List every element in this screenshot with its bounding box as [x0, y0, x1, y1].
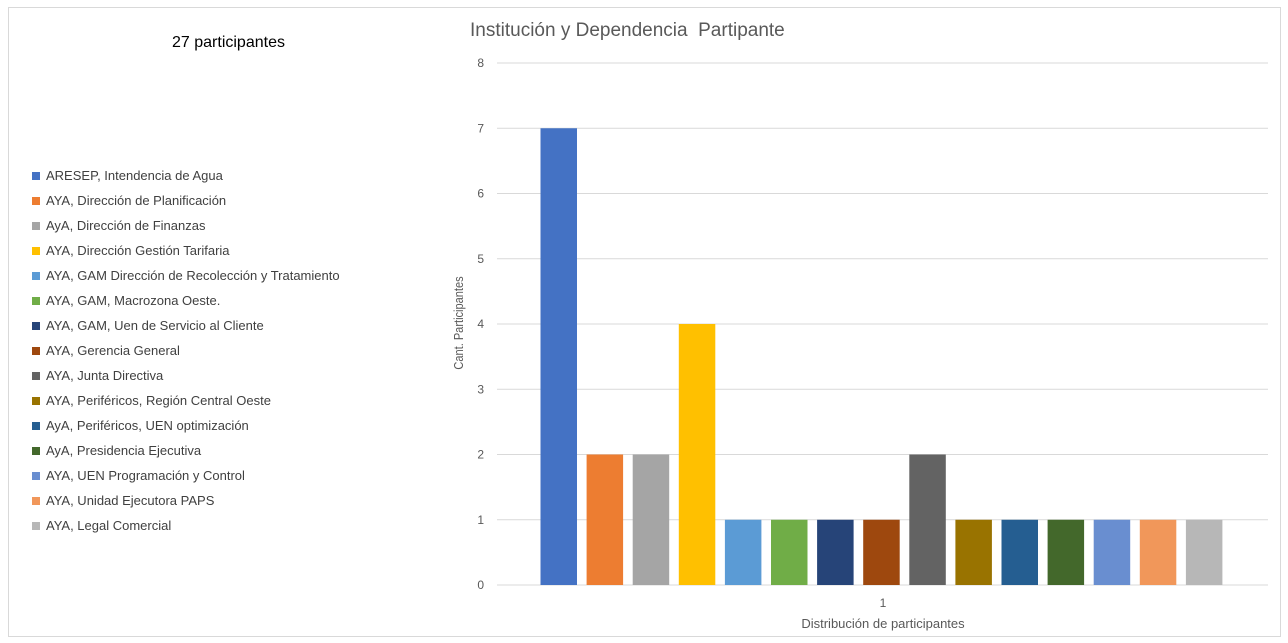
y-tick-label: 7	[477, 121, 484, 135]
bar	[540, 128, 577, 585]
bar	[817, 519, 854, 585]
legend-swatch	[32, 496, 40, 505]
legend-swatch	[32, 471, 40, 480]
legend-swatch	[32, 521, 40, 530]
bar	[955, 519, 992, 585]
legend-item: AYA, GAM Dirección de Recolección y Trat…	[32, 263, 432, 288]
y-tick-label: 3	[477, 382, 484, 396]
bar	[724, 519, 762, 585]
bar	[632, 454, 670, 585]
legend-item: AYA, Legal Comercial	[32, 513, 432, 538]
chart-legend: ARESEP, Intendencia de Agua AYA, Direcció…	[32, 163, 432, 538]
bar	[1139, 519, 1177, 585]
bar	[909, 454, 946, 585]
x-axis-title: Distribución de participantes	[801, 616, 965, 631]
legend-label: AYA, Legal Comercial	[46, 518, 172, 533]
legend-item: AYA, GAM, Macrozona Oeste.	[32, 288, 432, 313]
legend-item: AYA, Junta Directiva	[32, 363, 432, 388]
legend-swatch	[32, 221, 40, 230]
y-tick-label: 0	[477, 578, 484, 592]
legend-item: AYA, GAM, Uen de Servicio al Cliente	[32, 313, 432, 338]
legend-label: AYA, GAM Dirección de Recolección y Trat…	[46, 268, 340, 283]
legend-swatch	[32, 246, 40, 255]
participants-count: 27 participantes	[172, 34, 285, 51]
legend-label: AYA, Dirección Gestión Tarifaria	[46, 243, 230, 258]
y-tick-label: 6	[477, 187, 484, 201]
legend-swatch	[32, 396, 40, 405]
legend-swatch	[32, 346, 40, 355]
legend-item: AyA, Dirección de Finanzas	[32, 213, 432, 238]
bar	[586, 454, 624, 585]
bar	[1001, 519, 1038, 585]
y-tick-label: 8	[477, 56, 484, 70]
bar	[678, 324, 716, 585]
legend-item: AYA, Periféricos, Región Central Oeste	[32, 388, 432, 413]
legend-label: AYA, GAM, Uen de Servicio al Cliente	[46, 318, 264, 333]
legend-label: AYA, Unidad Ejecutora PAPS	[46, 493, 215, 508]
legend-label: AYA, Gerencia General	[46, 343, 180, 358]
legend-label: AYA, Junta Directiva	[46, 368, 164, 383]
legend-label: AyA, Periféricos, UEN optimización	[46, 418, 249, 433]
legend-swatch	[32, 446, 40, 455]
chart-title: Institución y Dependencia Partipante	[470, 20, 785, 41]
legend-swatch	[32, 196, 40, 205]
legend-label: AyA, Dirección de Finanzas	[46, 218, 206, 233]
y-tick-label: 5	[477, 252, 484, 266]
legend-item: AYA, UEN Programación y Control	[32, 463, 432, 488]
legend-label: ARESEP, Intendencia de Agua	[46, 168, 223, 183]
y-axis-title: Cant. Participantes	[451, 276, 466, 369]
bar	[1093, 519, 1131, 585]
x-tick-label: 1	[880, 596, 887, 610]
legend-item: ARESEP, Intendencia de Agua	[32, 163, 432, 188]
legend-item: AYA, Unidad Ejecutora PAPS	[32, 488, 432, 513]
bar	[863, 519, 900, 585]
legend-label: AyA, Presidencia Ejecutiva	[46, 443, 202, 458]
legend-swatch	[32, 371, 40, 380]
legend-item: AYA, Dirección de Planificación	[32, 188, 432, 213]
legend-item: AYA, Gerencia General	[32, 338, 432, 363]
legend-label: AYA, Periféricos, Región Central Oeste	[46, 393, 271, 408]
legend-item: AyA, Periféricos, UEN optimización	[32, 413, 432, 438]
bar	[1185, 519, 1223, 585]
legend-label: AYA, GAM, Macrozona Oeste.	[46, 293, 221, 308]
bar	[1047, 519, 1085, 585]
legend-swatch	[32, 321, 40, 330]
legend-swatch	[32, 271, 40, 280]
y-tick-label: 4	[477, 317, 484, 331]
legend-swatch	[32, 296, 40, 305]
bar	[771, 519, 808, 585]
y-tick-label: 1	[477, 513, 484, 527]
y-tick-label: 2	[477, 448, 484, 462]
legend-label: AYA, Dirección de Planificación	[46, 193, 227, 208]
legend-label: AYA, UEN Programación y Control	[46, 468, 245, 483]
legend-item: AYA, Dirección Gestión Tarifaria	[32, 238, 432, 263]
legend-swatch	[32, 171, 40, 180]
legend-swatch	[32, 421, 40, 430]
legend-item: AyA, Presidencia Ejecutiva	[32, 438, 432, 463]
